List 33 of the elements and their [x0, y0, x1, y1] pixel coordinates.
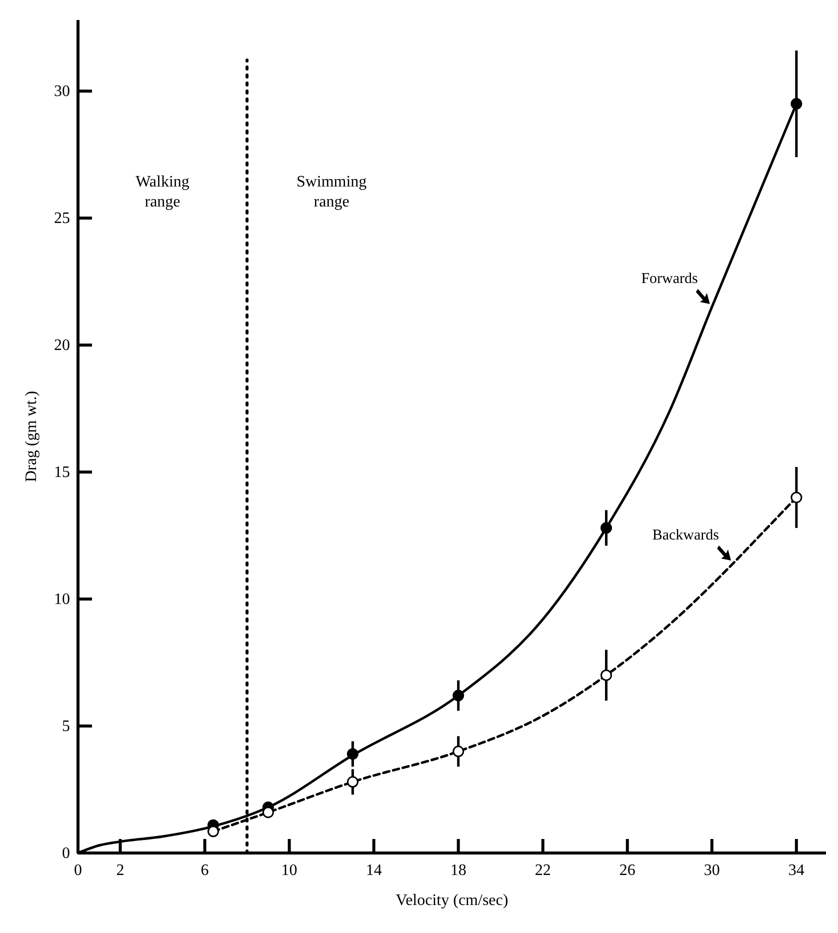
- y-tick-label: 25: [54, 210, 70, 228]
- x-tick-label: 0: [74, 862, 82, 879]
- x-tick-label: 18: [450, 862, 466, 879]
- point: [452, 690, 464, 702]
- point: [600, 522, 612, 534]
- y-tick-label: 10: [54, 591, 70, 608]
- point: [207, 826, 219, 838]
- series-label: Backwards: [652, 527, 720, 544]
- series-label: Forwards: [641, 270, 698, 287]
- point: [346, 776, 358, 788]
- x-tick-label: 22: [534, 862, 551, 879]
- x-tick-label: 26: [619, 862, 636, 879]
- y-tick-label: 30: [54, 83, 70, 100]
- point: [790, 492, 802, 504]
- x-tick-label: 34: [788, 862, 804, 879]
- x-tick-label: 30: [704, 862, 720, 879]
- annotation: Swimming range: [296, 174, 367, 211]
- point: [346, 748, 358, 760]
- x-tick-label: 14: [366, 862, 382, 879]
- point: [452, 746, 464, 758]
- x-axis-title: Velocity (cm/sec): [396, 892, 508, 909]
- y-axis-title: Drag (gm wt.): [23, 390, 40, 482]
- annotation: Walking range: [136, 174, 190, 211]
- y-tick-label: 15: [54, 464, 70, 482]
- y-tick-label: 20: [54, 337, 70, 354]
- x-tick-label: 2: [116, 862, 124, 879]
- point: [600, 669, 612, 681]
- point: [262, 806, 274, 818]
- y-tick-label: 0: [62, 845, 70, 862]
- y-tick-label: 5: [62, 718, 70, 736]
- x-tick-label: 10: [281, 862, 298, 879]
- point: [790, 98, 802, 110]
- x-tick-label: 6: [200, 862, 209, 879]
